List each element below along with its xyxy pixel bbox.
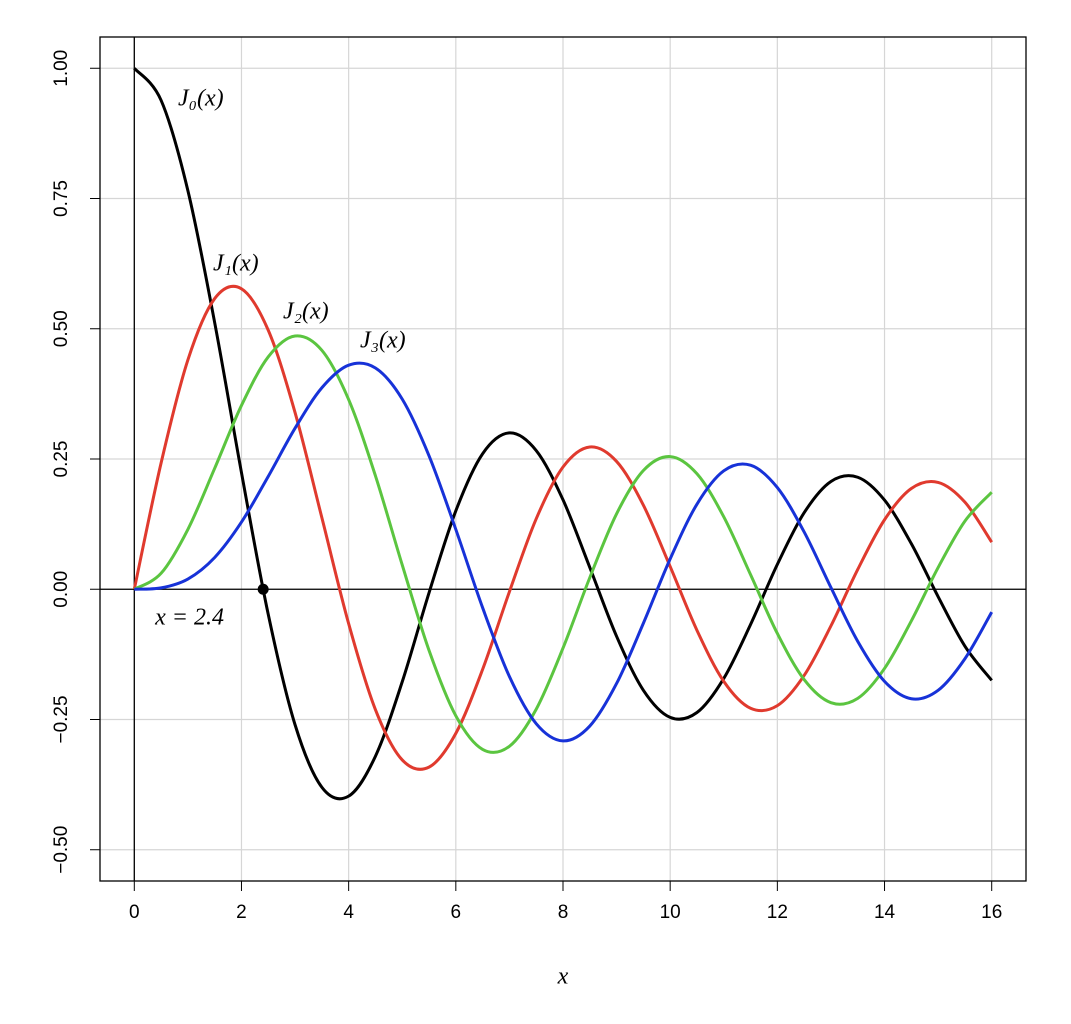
- x-tick-label: 16: [981, 902, 1002, 923]
- x-tick-label: 2: [236, 902, 247, 923]
- y-tick-label: 0.50: [51, 310, 72, 347]
- series-line: [133, 334, 993, 754]
- annotation-label: x = 2.4: [154, 605, 224, 631]
- x-tick-label: 10: [660, 902, 681, 923]
- y-tick-label: 0.00: [51, 571, 72, 608]
- y-tick-label: −0.50: [51, 826, 72, 874]
- x-tick-label: 0: [129, 902, 140, 923]
- series-label: J₁(x): [213, 251, 259, 277]
- plot-frame: [99, 36, 1027, 882]
- y-tick-label: −0.25: [51, 695, 72, 743]
- x-tick-label: 4: [343, 902, 354, 923]
- series-label: J₀(x): [178, 86, 224, 112]
- x-tick-label: 14: [874, 902, 896, 923]
- y-tick-label: 0.75: [51, 180, 72, 217]
- series-line: [134, 361, 994, 743]
- series-line: [133, 67, 993, 801]
- y-tick-label: 0.25: [51, 441, 72, 478]
- annotation-point: [257, 583, 269, 595]
- y-tick-label: 1.00: [51, 50, 72, 87]
- x-tick-label: 8: [558, 902, 569, 923]
- series-label: J₃(x): [360, 328, 406, 354]
- x-tick-label: 12: [767, 902, 788, 923]
- x-axis-label: x: [557, 964, 569, 990]
- series-label: J₂(x): [283, 299, 329, 325]
- series-line: [132, 284, 993, 771]
- x-tick-label: 6: [451, 902, 462, 923]
